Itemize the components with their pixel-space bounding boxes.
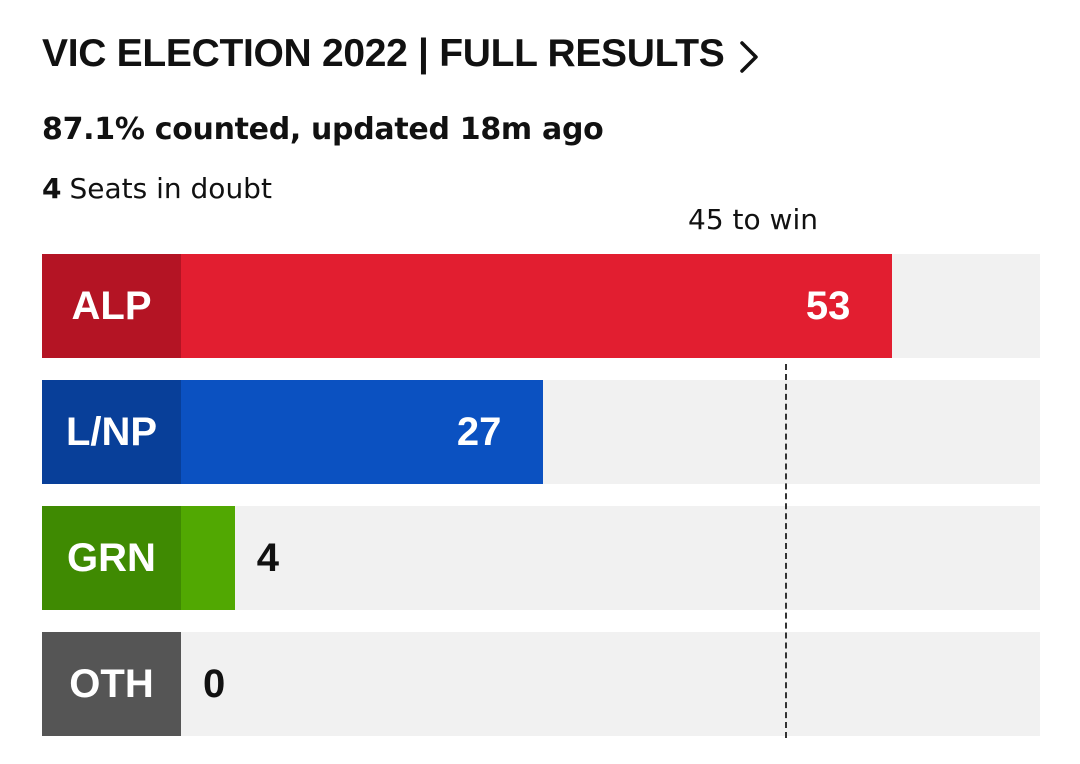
party-label: GRN [42,506,181,610]
threshold-label: 45 to win [688,203,818,236]
seat-bar [181,506,235,610]
party-row-lnp: L/NP 27 [42,380,1040,484]
seats-in-doubt-count: 4 [42,172,62,205]
counted-percent: 87.1% counted, [42,112,301,147]
widget-title: VIC ELECTION 2022 | FULL RESULTS [42,32,725,75]
seat-count: 0 [203,661,226,706]
full-results-link[interactable]: VIC ELECTION 2022 | FULL RESULTS [42,30,760,78]
seat-count: 53 [805,283,851,328]
party-label: ALP [42,254,181,358]
seat-count: 4 [256,535,279,580]
seat-results-chart: ALP 53 L/NP 27 GRN 4 OTH 0 [42,254,1040,738]
party-row-oth: OTH 0 [42,632,1040,736]
seat-count: 27 [456,409,502,454]
party-label: OTH [42,632,181,736]
seats-in-doubt-label: Seats in doubt [69,172,272,205]
chevron-right-icon [740,41,759,73]
party-row-alp: ALP 53 [42,254,1040,358]
party-row-grn: GRN 4 [42,506,1040,610]
threshold-line [784,364,787,738]
seats-in-doubt: 4 Seats in doubt [42,170,272,208]
count-status: 87.1% counted, updated 18m ago [42,110,604,150]
party-label: L/NP [42,380,181,484]
updated-time: updated 18m ago [311,112,604,147]
seat-bar [181,380,544,484]
seat-bar [181,254,893,358]
